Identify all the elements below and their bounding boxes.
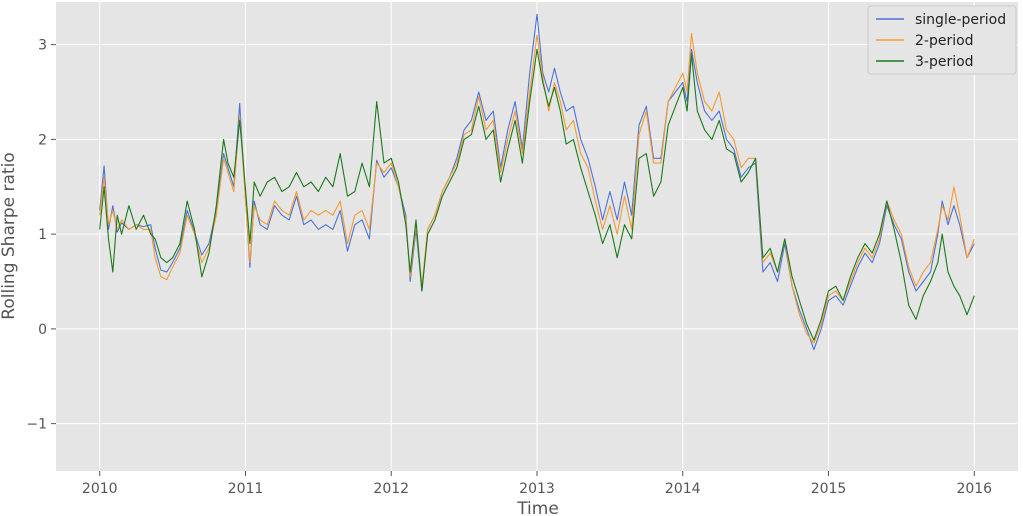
x-tick-label: 2014 (665, 481, 701, 497)
series-line-1 (99, 32, 975, 344)
legend-item-3-period: 3-period (876, 54, 974, 70)
series-line-2 (99, 48, 975, 341)
grid-lines (56, 2, 1018, 471)
y-tick-label: 3 (38, 38, 47, 54)
legend: single-period 2-period 3-period (867, 5, 1017, 75)
x-tick-label: 2016 (956, 481, 992, 497)
legend-box (867, 5, 1017, 75)
y-tick-label: 2 (38, 132, 47, 148)
legend-label: 3-period (915, 54, 974, 70)
y-tick-label: 1 (38, 227, 47, 243)
axis-ticks: 2010 2011 2012 2013 2014 2015 2016 −1 0 1 2 3 (26, 38, 992, 497)
y-tick-label: −1 (26, 417, 47, 433)
x-tick-label: 2015 (811, 481, 847, 497)
legend-label: 2-period (915, 33, 974, 49)
y-tick-label: 0 (38, 322, 47, 338)
series-line-0 (99, 13, 975, 351)
x-tick-label: 2012 (373, 481, 409, 497)
y-axis-title: Rolling Sharpe ratio (0, 152, 19, 319)
x-axis-title: Time (516, 499, 559, 516)
series-lines (99, 13, 975, 351)
x-tick-label: 2011 (228, 481, 264, 497)
x-tick-label: 2010 (82, 481, 118, 497)
legend-item-2-period: 2-period (876, 33, 974, 49)
legend-label: single-period (915, 12, 1006, 28)
x-tick-label: 2013 (519, 481, 555, 497)
legend-item-single-period: single-period (876, 12, 1006, 28)
